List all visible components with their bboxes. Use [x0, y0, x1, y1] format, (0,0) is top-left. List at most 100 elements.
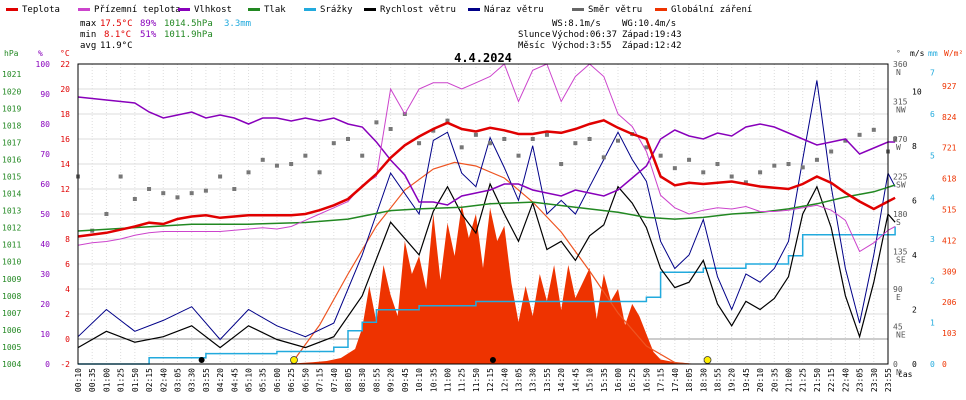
axis-hpa-tick: 1021 [2, 70, 21, 79]
axis-dir-tick: 90 [893, 285, 903, 294]
axis-hpa-tick: 1010 [2, 258, 21, 267]
wind-speed-line [77, 182, 896, 349]
humidity-line [77, 96, 896, 206]
axis-dir-compass: SW [896, 181, 906, 190]
x-tick-label: 02:40 [159, 368, 168, 392]
axis-dir-compass: N [896, 368, 901, 377]
x-tick-label: 00:10 [74, 368, 83, 392]
x-tick-label: 14:45 [571, 368, 580, 392]
x-tick-label: 05:35 [259, 368, 268, 392]
x-tick-label: 06:50 [301, 368, 310, 392]
legend-swatch [572, 8, 584, 11]
axis-pct-tick: 100 [36, 60, 51, 69]
axis-dir-tick: 0 [893, 360, 898, 369]
axis-pct-tick: 70 [40, 150, 50, 159]
axis-ms-tick: 4 [912, 251, 917, 260]
wind-dir-point [388, 127, 393, 131]
axis-wm-tick: 515 [942, 206, 957, 215]
wind-dir-point [786, 162, 791, 166]
axis-dir-tick: 315 [893, 98, 908, 107]
wind-dir-point [616, 138, 620, 143]
axis-pct-tick: 10 [40, 330, 50, 339]
axis-hpa-tick: 1011 [2, 241, 21, 250]
axis-temp-tick: 4 [65, 285, 70, 294]
axis-dir-compass: E [896, 293, 901, 302]
axis-dir-tick: 360 [893, 60, 908, 69]
x-tick-label: 11:00 [444, 368, 453, 392]
axis-dir-compass: W [896, 143, 901, 152]
wind-dir-point [289, 162, 294, 166]
stat-avg-temp: 11.9°C [100, 41, 133, 51]
axis-dir-compass: SE [896, 256, 906, 265]
x-tick-label: 21:00 [785, 368, 794, 392]
wind-dir-point [161, 191, 166, 196]
wind-dir-point [417, 141, 422, 146]
axis-hpa-tick: 1006 [2, 326, 21, 335]
stat-avg-label: avg [80, 41, 96, 51]
axis-mm-tick: 0 [930, 360, 935, 369]
x-tick-label: 22:15 [827, 368, 836, 392]
x-tick-label: 20:35 [770, 368, 779, 392]
wind-dir-point [871, 127, 876, 132]
wind-dir-point [573, 141, 578, 146]
x-tick-label: 10:35 [429, 368, 438, 392]
wind-dir-point [189, 191, 194, 196]
axis-dir-tick: 225 [893, 173, 908, 182]
wind-dir-point [260, 157, 265, 162]
x-tick-label: 06:25 [287, 368, 296, 392]
wind-dir-point [274, 163, 279, 168]
wind-dir-point [601, 155, 606, 160]
legend-item: Tlak [264, 5, 286, 15]
stat-min-hum: 51% [140, 30, 157, 40]
stat-max-rain: 3.3mm [224, 19, 251, 29]
x-tick-label: 08:30 [358, 368, 367, 392]
axis-dir-compass: NE [896, 331, 906, 340]
moon-rise: Východ:3:55 [552, 41, 612, 51]
axis-hpa-tick: 1017 [2, 138, 21, 147]
axis-dir-tick: 270 [893, 135, 908, 144]
axis-wm-tick: 618 [942, 175, 957, 184]
wind-dir-point [118, 174, 123, 179]
axis-pct-tick: 90 [40, 90, 50, 99]
x-tick-label: 00:35 [88, 368, 97, 392]
axis-temp-tick: 0 [65, 335, 70, 344]
x-tick-label: 18:55 [714, 368, 723, 392]
axis-temp-tick: 10 [60, 210, 70, 219]
wind-dir-point [544, 132, 549, 137]
x-tick-label: 04:45 [230, 368, 239, 392]
sun-curve-line [290, 161, 690, 365]
legend-item: Globální záření [671, 5, 752, 15]
axis-wm-tick: 927 [942, 82, 957, 91]
wind-dir-point [360, 153, 365, 158]
axis-hpa-tick: 1020 [2, 87, 21, 96]
sun-rise: Východ:06:37 [552, 30, 617, 40]
x-tick-label: 11:50 [472, 368, 481, 392]
legend-item: Rychlost větru [380, 5, 456, 15]
legend-swatch [304, 8, 316, 11]
axis-hpa-tick: 1009 [2, 275, 21, 284]
x-tick-label: 13:55 [543, 368, 552, 392]
axis-mm-tick: 1 [930, 318, 935, 327]
radiation-area [78, 205, 896, 364]
wind-dir-point [232, 187, 237, 191]
axis-mm-tick: 5 [930, 152, 935, 161]
axis-mm-tick: 3 [930, 235, 935, 244]
axis-wm-tick: 721 [942, 144, 957, 153]
wind-dir-point [715, 162, 720, 166]
wind-dir-point [658, 153, 663, 158]
x-tick-label: 18:05 [685, 368, 694, 392]
legend-swatch [178, 8, 190, 11]
axis-dir-compass: N [896, 68, 901, 77]
axis-ms-label: m/s [910, 49, 925, 58]
legend-swatch [78, 8, 90, 11]
legend-item: Srážky [320, 5, 353, 15]
temperature-line [77, 118, 896, 238]
wind-dir-point [687, 157, 692, 162]
x-tick-label: 17:40 [671, 368, 680, 392]
axis-ms-tick: 0 [912, 360, 917, 369]
x-tick-label: 15:35 [600, 368, 609, 392]
wind-dir-point [218, 174, 223, 179]
x-tick-label: 19:20 [728, 368, 737, 392]
wind-dir-point [303, 153, 308, 158]
stat-max-temp: 17.5°C [100, 19, 133, 29]
